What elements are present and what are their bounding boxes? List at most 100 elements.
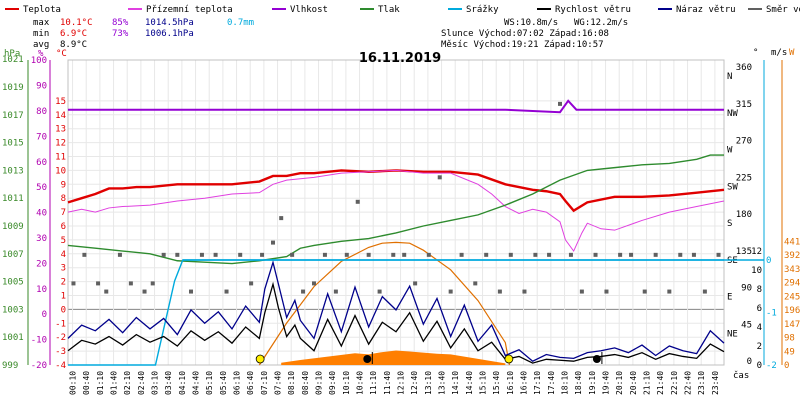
- wind-direction-point: [667, 289, 672, 294]
- tick-time: 02:40: [137, 371, 146, 395]
- tick-time: 13:40: [438, 371, 447, 395]
- tick-solar: 98: [784, 334, 795, 344]
- chart-date-title: 16.11.2019: [359, 51, 441, 66]
- tick-direction: 0: [747, 357, 752, 367]
- tick-humidity: 0: [42, 310, 47, 320]
- stats-max-rain: 0.7mm: [227, 18, 254, 28]
- tick-time: 19:40: [602, 371, 611, 395]
- tick-humidity: 10: [36, 285, 47, 295]
- wind-direction-point: [547, 252, 552, 257]
- wind-direction-point: [128, 281, 133, 286]
- series-pressure: [67, 154, 724, 265]
- tick-pressure: 1005: [2, 278, 24, 288]
- tick-temperature: 12: [55, 139, 66, 149]
- stats-max-humidity: 85%: [112, 18, 129, 28]
- tick-time: 03:40: [164, 371, 173, 395]
- legend-item: Teplota: [5, 5, 61, 15]
- wind-direction-point: [238, 252, 243, 257]
- wind-direction-point: [142, 289, 147, 294]
- tick-pressure: 999: [2, 361, 18, 371]
- tick-time: 18:40: [574, 371, 583, 395]
- tick-pressure: 1007: [2, 250, 24, 260]
- legend-item: Vlhkost: [272, 5, 328, 15]
- tick-humidity: -10: [31, 336, 47, 346]
- tick-time: 20:40: [629, 371, 638, 395]
- wind-direction-point: [579, 289, 584, 294]
- stats-min-label: min: [33, 29, 49, 39]
- wind-direction-point: [279, 216, 284, 221]
- wind-direction-point: [448, 289, 453, 294]
- series-temperature: [67, 169, 725, 213]
- tick-humidity: 20: [36, 259, 47, 269]
- tick-rain: -1: [766, 309, 777, 319]
- tick-time: 05:10: [205, 371, 214, 395]
- tick-time: 08:10: [287, 371, 296, 395]
- tick-direction-label: SE: [727, 256, 738, 266]
- tick-time: 16:40: [520, 371, 529, 395]
- tick-time: 09:10: [315, 371, 324, 395]
- tick-direction: 135: [736, 247, 752, 257]
- wind-direction-point: [271, 240, 275, 245]
- tick-direction-label: SW: [727, 182, 738, 192]
- wind-direction-point: [312, 281, 316, 286]
- sunset-marker: [504, 354, 514, 364]
- tick-pressure: 1003: [2, 305, 24, 315]
- tick-time: 01:40: [110, 371, 119, 395]
- legend-item: Směr větru: [748, 5, 800, 15]
- tick-solar: 392: [784, 251, 800, 261]
- axis-unit-degree: °: [753, 48, 758, 58]
- tick-time: 18:10: [561, 371, 570, 395]
- tick-direction: 315: [736, 100, 752, 110]
- axis-unit-w: W: [789, 48, 795, 58]
- legend-item: Tlak: [360, 5, 400, 15]
- axis-unit-hpa: hPa: [4, 49, 20, 59]
- stats-avg-temp: 8.9°C: [60, 40, 87, 50]
- axis-unit-percent: %: [38, 49, 44, 59]
- tick-temperature: 7: [61, 208, 66, 218]
- tick-time: 15:10: [479, 371, 488, 395]
- wind-direction-point: [568, 252, 573, 257]
- tick-time: 16:10: [506, 371, 515, 395]
- tick-pressure: 1019: [2, 83, 24, 93]
- wind-direction-point: [642, 289, 647, 294]
- tick-temperature: 8: [61, 194, 66, 204]
- tick-solar: 343: [784, 265, 800, 275]
- tick-direction: 180: [736, 210, 752, 220]
- legend-item: Rychlost větru: [537, 5, 631, 15]
- tick-temperature: 5: [61, 236, 66, 246]
- axis-unit-ms: m/s: [771, 48, 787, 58]
- tick-temperature: 10: [55, 166, 66, 176]
- tick-time: 20:10: [615, 371, 624, 395]
- tick-time: 12:40: [410, 371, 419, 395]
- tick-pressure: 1009: [2, 222, 24, 232]
- tick-humidity: 30: [36, 234, 47, 244]
- sunrise-marker: [255, 354, 265, 364]
- tick-time: 11:10: [369, 371, 378, 395]
- tick-direction: 360: [736, 63, 752, 73]
- tick-time: 19:10: [588, 371, 597, 395]
- tick-solar: 49: [784, 347, 795, 357]
- tick-wind: 8: [757, 285, 762, 295]
- legend-label: Tlak: [378, 5, 400, 15]
- wind-direction-point: [104, 289, 109, 294]
- wind-direction-point: [437, 175, 442, 180]
- moonrise-marker: [592, 355, 601, 363]
- tick-time: 00:10: [69, 371, 78, 395]
- tick-pressure: 1001: [2, 333, 24, 343]
- wind-direction-point: [702, 289, 707, 294]
- wind-direction-point: [473, 281, 478, 286]
- tick-pressure: 1015: [2, 139, 24, 149]
- tick-time: 04:40: [192, 371, 201, 395]
- wind-direction-point: [117, 252, 122, 257]
- tick-direction-label: N: [727, 72, 732, 82]
- tick-wind: 6: [757, 304, 762, 314]
- tick-time: 23:10: [697, 371, 706, 395]
- wind-direction-point: [391, 252, 396, 257]
- tick-temperature: 4: [61, 250, 66, 260]
- tick-temperature: 13: [55, 125, 66, 135]
- tick-humidity: 80: [36, 107, 47, 117]
- series-humidity: [68, 99, 724, 114]
- tick-time: 10:10: [342, 371, 351, 395]
- wind-direction-point: [653, 252, 658, 257]
- wind-direction-point: [355, 199, 360, 204]
